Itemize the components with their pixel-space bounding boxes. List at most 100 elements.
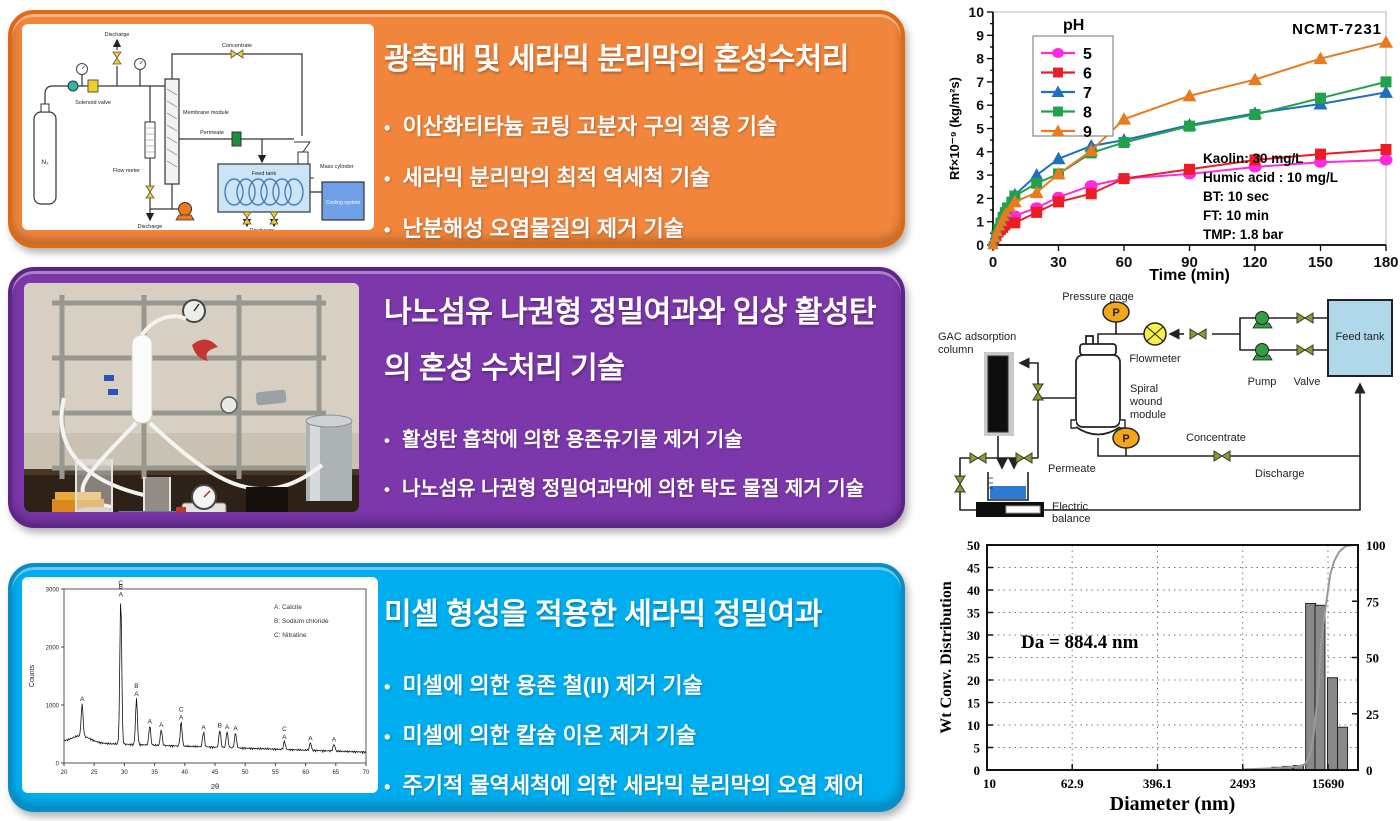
bar	[1305, 603, 1317, 771]
svg-text:50: 50	[242, 770, 249, 776]
svg-text:10: 10	[967, 718, 980, 733]
svg-text:65: 65	[332, 770, 339, 776]
svg-text:A: A	[308, 735, 313, 742]
s1-mass-cylinder-label: Mass cylinder	[320, 164, 354, 170]
n2-cylinder	[33, 111, 57, 205]
xrd-pattern-image: A C B A B A A A C A A B A A C A A A 0 1000 2000 3000 20 25 30 35 4…	[22, 577, 378, 793]
svg-text:45: 45	[967, 561, 981, 576]
bar	[1326, 677, 1338, 771]
panel3-bullets: 미셀에 의한 용존 철(II) 제거 기술 미셀에 의한 칼슘 이온 제거 기술…	[384, 671, 893, 802]
svg-text:A: A	[201, 724, 206, 731]
s2-pump-label: Pump	[1248, 376, 1277, 388]
svg-text:A: A	[159, 722, 164, 729]
s2-spiral-label-2: wound	[1129, 396, 1162, 408]
svg-text:2493: 2493	[1230, 776, 1257, 791]
s2-electric-label-2: balance	[1052, 513, 1091, 525]
condition-line: Humic acid : 10 mg/L	[1203, 170, 1338, 185]
s2-p-symbol-1: P	[1112, 307, 1119, 319]
y-axis-label: Counts	[29, 664, 36, 687]
svg-text:150: 150	[1308, 254, 1333, 271]
svg-text:30: 30	[121, 770, 128, 776]
panel3-title: 미셀 형성을 적용한 세라믹 정밀여과	[384, 598, 822, 631]
panel-micelle-ceramic: A C B A B A A A C A A B A A C A A A 0 1000 2000 3000 20 25 30 35 4…	[8, 563, 905, 812]
panel1-title: 광촉매 및 세라믹 분리막의 혼성수처리	[384, 43, 849, 76]
svg-text:62.9: 62.9	[1061, 776, 1084, 791]
xrd-trace	[63, 603, 366, 755]
lab-photo-graphic	[24, 283, 359, 512]
s1-solenoid-label: Solenoid valve	[75, 100, 111, 106]
xrd-legend-entry: A: Calcite	[274, 604, 302, 611]
svg-text:B: B	[218, 723, 222, 730]
svg-text:90: 90	[1181, 254, 1198, 271]
svg-text:15: 15	[967, 696, 981, 711]
gray-clamp	[255, 389, 287, 406]
condition-line: Kaolin: 30 mg/L	[1203, 151, 1304, 166]
svg-text:10: 10	[983, 776, 996, 791]
x-axis-label: Time (min)	[1149, 267, 1230, 284]
svg-text:100: 100	[1366, 538, 1386, 553]
svg-text:A: A	[80, 696, 85, 703]
svg-text:4: 4	[976, 144, 984, 160]
pump-shape	[178, 202, 192, 216]
s2-electric-label-1: Electric	[1052, 501, 1089, 513]
pump-unit	[176, 484, 227, 512]
bullet-item: 세라믹 분리막의 최적 역세척 기술	[384, 163, 893, 194]
red-clamp	[192, 339, 218, 361]
s1-membrane-label: Membrane module	[183, 110, 229, 116]
tubing	[59, 314, 324, 509]
svg-text:25: 25	[91, 770, 98, 776]
s2-feed-tank-label: Feed tank	[1336, 331, 1385, 343]
svg-text:30: 30	[967, 628, 980, 643]
s2-discharge-label: Discharge	[1255, 468, 1305, 480]
s1-discharge-mid-label: Discharge	[250, 228, 275, 230]
feed-tank-shape	[217, 163, 311, 213]
svg-text:0: 0	[56, 762, 60, 768]
steel-vessel	[305, 414, 353, 501]
membrane-system-schematic: Discharge Solenoid valve Concentrate Mem…	[33, 32, 365, 230]
svg-text:A: A	[225, 724, 230, 731]
svg-text:3: 3	[976, 167, 984, 183]
spiral-wound-module-shape	[1070, 335, 1126, 436]
xrd-legend-entry: C: Nitratine	[274, 632, 307, 639]
svg-text:35: 35	[967, 606, 981, 621]
beaker-balance-shape	[976, 472, 1044, 517]
beaker-left	[75, 459, 113, 512]
s2-spiral-label-1: Spiral	[1130, 383, 1158, 395]
xrd-legend-entry: B: Sodium chloride	[274, 618, 329, 625]
s2-gac-label-1: GAC adsorption	[938, 331, 1016, 343]
bullet-item: 나노섬유 나권형 정밀여과막에 의한 탁도 물질 제거 기술	[384, 474, 893, 505]
svg-text:1000: 1000	[46, 704, 60, 710]
svg-text:50: 50	[1366, 651, 1379, 666]
feed-tank-shape	[1327, 299, 1393, 377]
condition-line: TMP: 1.8 bar	[1203, 227, 1284, 242]
regulator-valve	[67, 80, 79, 92]
black-box	[246, 487, 288, 512]
svg-text:A: A	[148, 719, 153, 726]
svg-text:6: 6	[976, 97, 984, 113]
flux-line-chart: 0 1 2 3 4 5 6 7 8 9 10 0 30 60 90 120 150 180 Time (min) Rf…	[947, 4, 1399, 284]
s1-concentrate-label: Concentrate	[222, 43, 252, 49]
svg-text:A: A	[119, 592, 124, 599]
y-axis-label: Wt Conv. Distribution	[938, 581, 955, 734]
process-flow-diagram: Pressure gage GAC adsorption column Flow…	[938, 291, 1393, 525]
panel-photocatalyst-ceramic: Discharge Solenoid valve Concentrate Mem…	[8, 10, 905, 248]
s2-valve-label: Valve	[1294, 376, 1321, 388]
s2-flowmeter-label: Flowmeter	[1129, 353, 1181, 365]
panel2-title-line2: 의 혼성 수처리 기술	[384, 352, 625, 385]
svg-text:6: 6	[1083, 66, 1092, 83]
legend: pH 5 6 7 8 9	[1032, 17, 1114, 141]
series-pH-9	[987, 35, 1393, 250]
svg-text:8: 8	[1083, 105, 1092, 122]
panel2-title-line1: 나노섬유 나권형 정밀여과와 입상 활성탄	[384, 296, 877, 329]
condition-line: FT: 10 min	[1203, 208, 1269, 223]
svg-text:396.1: 396.1	[1143, 776, 1172, 791]
s1-flow-meter-label: Flow meter	[113, 168, 140, 174]
svg-text:60: 60	[1116, 254, 1133, 271]
svg-text:5: 5	[1083, 46, 1092, 63]
svg-text:30: 30	[1050, 254, 1067, 271]
svg-text:A: A	[134, 691, 139, 698]
svg-text:7: 7	[976, 74, 984, 90]
membrane-system-schematic-image: Discharge Solenoid valve Concentrate Mem…	[22, 24, 374, 230]
svg-text:5: 5	[974, 741, 981, 756]
